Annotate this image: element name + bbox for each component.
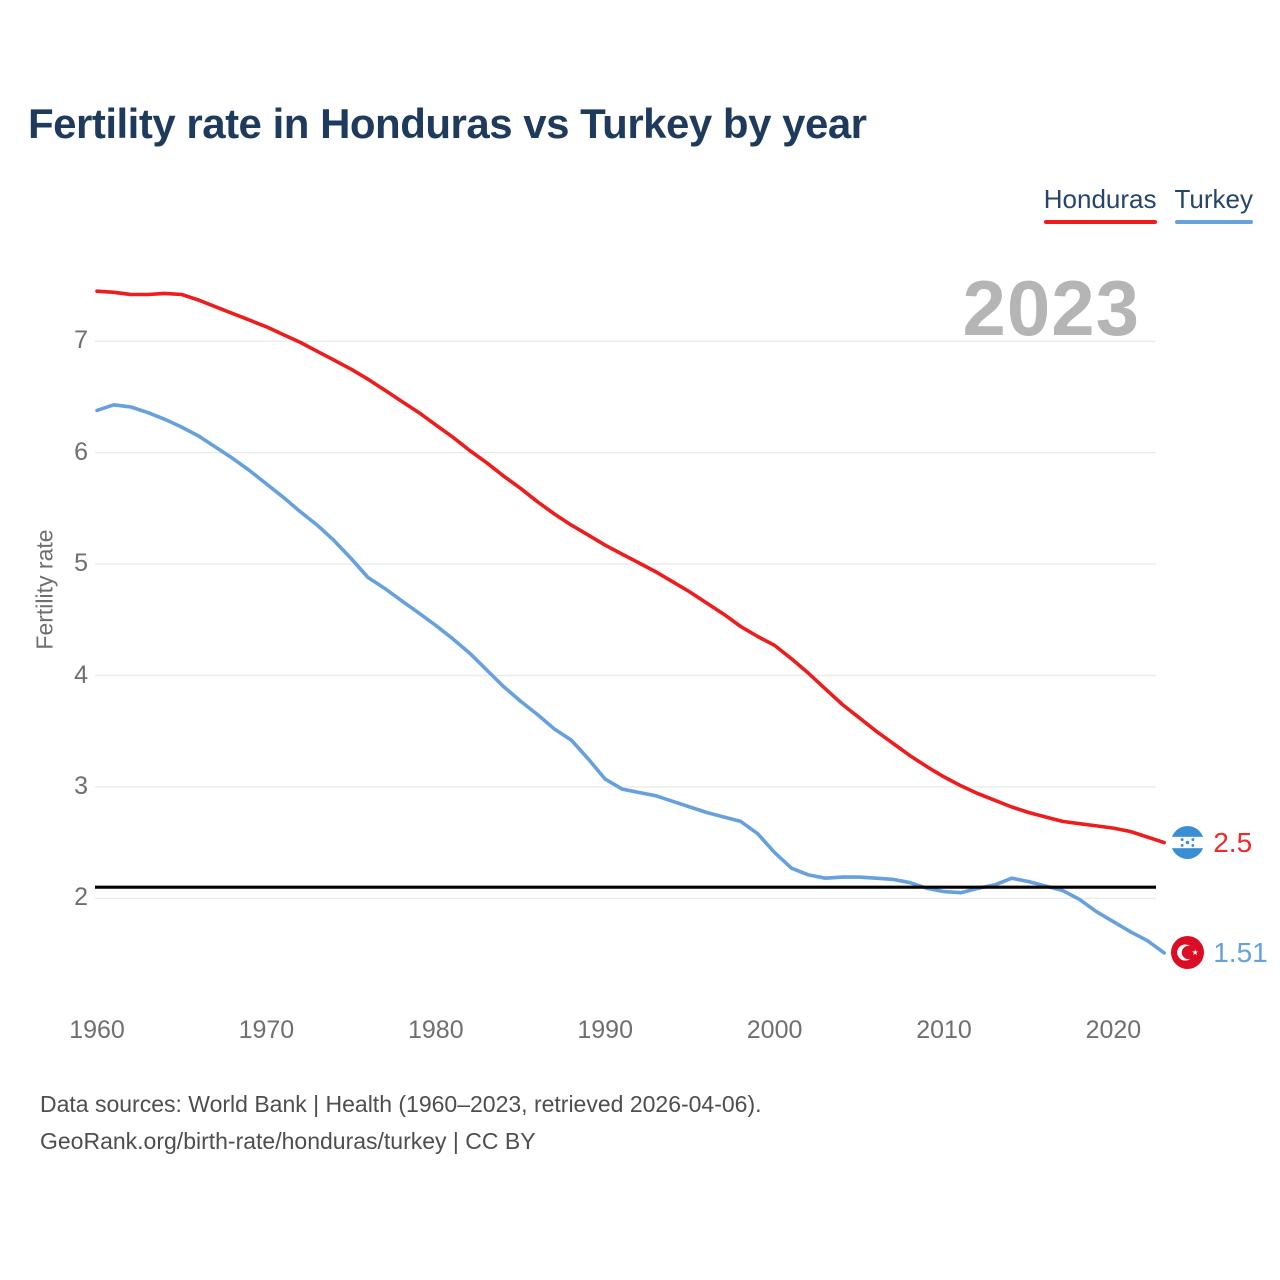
legend-label-honduras: Honduras bbox=[1043, 184, 1157, 214]
year-watermark: 2023 bbox=[962, 264, 1140, 352]
series-line-turkey bbox=[95, 402, 1166, 955]
end-label-honduras: 2.5 bbox=[1171, 826, 1252, 860]
y-tick-label: 7 bbox=[74, 326, 88, 355]
y-tick-label: 4 bbox=[74, 660, 88, 689]
page-title: Fertility rate in Honduras vs Turkey by … bbox=[28, 100, 867, 147]
legend-item-honduras[interactable]: Honduras bbox=[1043, 184, 1157, 224]
legend-label-turkey: Turkey bbox=[1174, 184, 1254, 214]
honduras-final-value: 2.5 bbox=[1213, 826, 1253, 858]
footer-line-2: GeoRank.org/birth-rate/honduras/turkey |… bbox=[40, 1128, 536, 1154]
x-tick-label: 1980 bbox=[407, 1016, 464, 1044]
x-tick-label: 1990 bbox=[577, 1016, 633, 1044]
y-tick-label: 5 bbox=[74, 549, 88, 578]
y-tick-label: 2 bbox=[74, 883, 88, 912]
turkey-flag-icon bbox=[1171, 936, 1205, 970]
honduras-flag-icon bbox=[1171, 826, 1205, 860]
x-tick-label: 1970 bbox=[238, 1016, 295, 1044]
end-label-turkey: 1.51 bbox=[1171, 936, 1268, 970]
legend-underline-turkey bbox=[1174, 220, 1253, 224]
x-tick-label: 2010 bbox=[916, 1016, 972, 1044]
x-tick-label: 1960 bbox=[69, 1016, 125, 1044]
legend-underline-honduras bbox=[1043, 220, 1157, 224]
turkey-final-value: 1.51 bbox=[1213, 936, 1268, 968]
footer: Data sources: World Bank | Health (1960–… bbox=[40, 1086, 762, 1160]
footer-line-1: Data sources: World Bank | Health (1960–… bbox=[40, 1091, 762, 1117]
x-tick-label: 2020 bbox=[1085, 1016, 1142, 1044]
legend-item-turkey[interactable]: Turkey bbox=[1174, 184, 1254, 224]
y-tick-label: 6 bbox=[74, 437, 88, 466]
y-tick-label: 3 bbox=[74, 771, 88, 800]
legend: Honduras Turkey bbox=[1043, 184, 1254, 224]
x-tick-label: 2000 bbox=[746, 1016, 803, 1044]
series-line-honduras bbox=[95, 289, 1166, 845]
